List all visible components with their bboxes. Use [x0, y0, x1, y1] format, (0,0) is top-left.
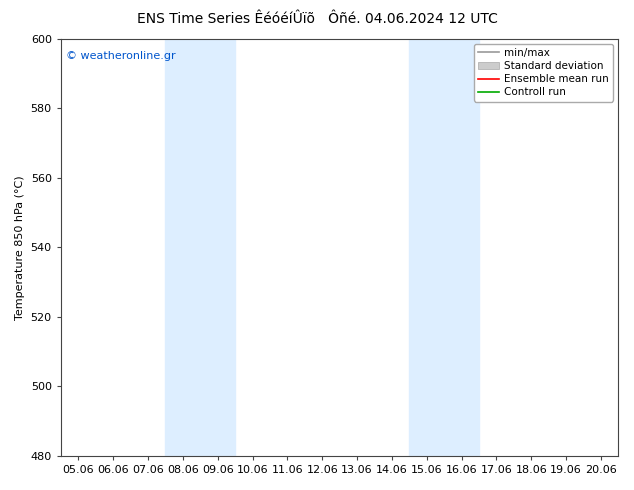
Bar [410, 39, 479, 456]
Legend: min/max, Standard deviation, Ensemble mean run, Controll run: min/max, Standard deviation, Ensemble me… [474, 44, 613, 101]
Y-axis label: Temperature 850 hPa (°C): Temperature 850 hPa (°C) [15, 175, 25, 319]
Bar [165, 39, 235, 456]
Text: © weatheronline.gr: © weatheronline.gr [67, 51, 176, 61]
Text: ENS Time Series ÊéóéíÛïõ   Ôñé. 04.06.2024 12 UTC: ENS Time Series ÊéóéíÛïõ Ôñé. 04.06.2024… [136, 12, 498, 26]
